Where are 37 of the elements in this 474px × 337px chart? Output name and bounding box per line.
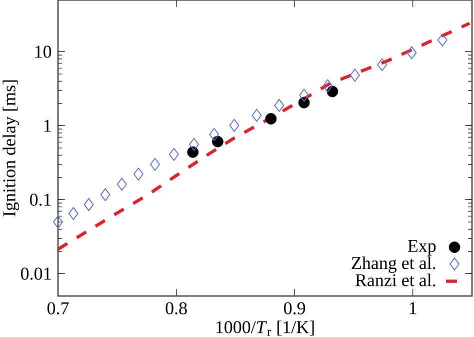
point — [326, 86, 338, 98]
y-tick-label: 0.1 — [30, 194, 51, 206]
point — [100, 188, 110, 202]
y-tick-label: 1 — [44, 120, 51, 132]
x-tick-label: 0.7 — [47, 302, 69, 314]
y-tick-label: 0.01 — [21, 268, 51, 280]
point — [406, 46, 417, 60]
point — [265, 113, 277, 125]
point — [377, 58, 388, 72]
point — [168, 148, 179, 161]
point — [212, 136, 224, 148]
point — [84, 198, 94, 212]
point — [53, 216, 63, 228]
x-tick-label: 0.8 — [166, 302, 187, 314]
point — [299, 88, 309, 102]
point — [189, 138, 199, 151]
y-axis-title: Ignition delay [ms] — [2, 80, 20, 216]
point — [322, 79, 333, 92]
x-axis-title: 1000/T$_{r}$ [1/K] — [216, 320, 314, 336]
point — [274, 98, 284, 112]
point — [133, 168, 144, 181]
point — [229, 118, 240, 132]
point — [298, 96, 310, 108]
point — [437, 34, 448, 46]
point — [252, 108, 262, 122]
legend-label: Ranzi et al. — [355, 274, 436, 286]
point — [209, 128, 220, 141]
x-tick-label: 0.9 — [284, 302, 306, 314]
point — [150, 158, 160, 171]
x-tick-label: 1 — [410, 302, 416, 314]
legend-label: Zhang et al. — [352, 256, 436, 273]
legend-label: Exp — [408, 240, 436, 256]
y-tick-label: 10 — [35, 46, 52, 58]
point — [350, 68, 360, 82]
point — [116, 178, 127, 191]
point — [187, 146, 199, 158]
point — [68, 207, 78, 220]
